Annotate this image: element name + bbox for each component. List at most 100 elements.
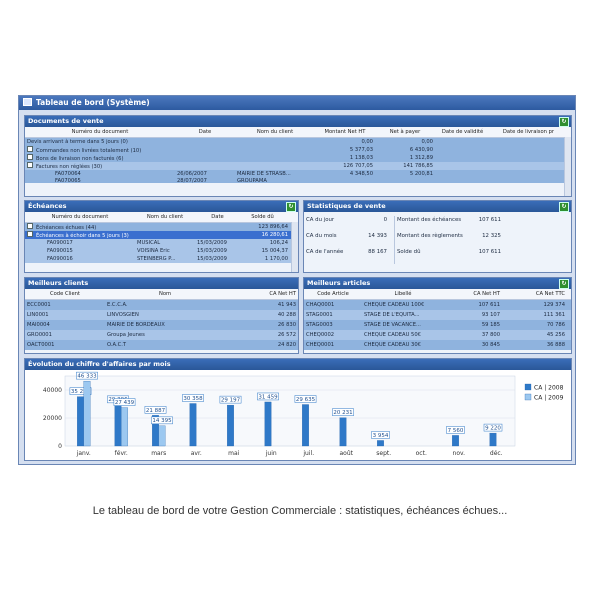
- col-header[interactable]: Date: [198, 129, 212, 135]
- x-tick-label: janv.: [76, 450, 91, 457]
- scrollbar[interactable]: [291, 222, 298, 272]
- cell-lib: CHEQUE CADEAU 30€: [364, 342, 421, 348]
- bar-2008: [114, 404, 122, 447]
- bar-2008: [489, 432, 497, 447]
- cell-ca: 40 288: [277, 312, 296, 318]
- col-header[interactable]: Numéro du document: [71, 129, 129, 135]
- stat-item: Montant des échéances 107 611: [395, 216, 505, 232]
- col-header[interactable]: Code Article: [317, 291, 349, 297]
- cell-net: 141 786,85: [403, 163, 433, 169]
- cell-name: LINVOSGIEN: [107, 312, 139, 318]
- bar-2008: [227, 404, 234, 447]
- stat-value: 14 393: [368, 233, 387, 239]
- cell-ht: 0,00: [361, 139, 373, 145]
- legend-swatch: [524, 383, 532, 391]
- cell-num: FA070064: [55, 171, 81, 177]
- refresh-icon[interactable]: ↻: [559, 117, 569, 127]
- col-header[interactable]: CA Net HT: [269, 291, 296, 297]
- refresh-icon[interactable]: ↻: [559, 279, 569, 289]
- table-row[interactable]: MAI0004 MAIRIE DE BORDEAUX 26 830: [25, 320, 298, 330]
- table-row[interactable]: GRO0001 Groupa Jeunes 26 572: [25, 330, 298, 340]
- legend-swatch: [524, 393, 532, 401]
- expand-icon[interactable]: [27, 146, 33, 152]
- collapse-icon[interactable]: [27, 162, 33, 168]
- data-label-box: [294, 395, 317, 403]
- documents-title: Documents de vente: [28, 117, 104, 125]
- x-tick-label: mars: [151, 450, 166, 457]
- cell-code: OACT0001: [27, 342, 55, 348]
- table-row[interactable]: Bons de livraison non facturés (6) 1 138…: [25, 154, 571, 162]
- refresh-icon[interactable]: ↻: [559, 202, 569, 212]
- table-row[interactable]: OACT0001 O.A.C.T 24 820: [25, 340, 298, 350]
- col-header[interactable]: Numéro du document: [51, 214, 109, 220]
- table-row[interactable]: LIN0001 LINVOSGIEN 40 288: [25, 310, 298, 320]
- y-tick-label: 40000: [43, 387, 62, 394]
- cell-ca: 26 572: [277, 332, 296, 338]
- stat-value: 0: [383, 217, 387, 223]
- cell-ttc: 70 786: [546, 322, 565, 328]
- data-label: 29 635: [296, 397, 316, 403]
- stats-panel: Statistiques de vente ↻ CA du jour 0 CA d…: [303, 200, 572, 273]
- data-label-box: [76, 371, 98, 380]
- table-row[interactable]: FA070064 26/06/2007 MAIRIE DE STRASB... …: [25, 170, 571, 178]
- table-row[interactable]: CHEQ0002 CHEQUE CADEAU 50€ 37 800 45 256: [304, 330, 571, 340]
- table-row[interactable]: Devis arrivant à terme dans 5 jours (0) …: [25, 138, 571, 146]
- echeances-title: Échéances: [28, 202, 67, 210]
- bar-2008: [452, 435, 459, 447]
- col-header[interactable]: Solde dû: [251, 214, 274, 220]
- cell-code: CHAQ0001: [306, 302, 335, 308]
- x-tick-label: déc.: [490, 450, 503, 457]
- col-header[interactable]: Montant Net HT: [324, 129, 366, 135]
- expand-icon[interactable]: [27, 223, 33, 229]
- col-header[interactable]: CA Net HT: [473, 291, 500, 297]
- table-row[interactable]: Échéances échues (44) 123 896,64: [25, 223, 298, 231]
- articles-header: Meilleurs articles ↻: [304, 278, 571, 289]
- table-row[interactable]: FA070065 28/07/2007 GROUPAMA: [25, 178, 571, 183]
- col-header[interactable]: Nom: [158, 291, 172, 297]
- cell-name: Groupa Jeunes: [107, 332, 145, 338]
- cell-client: STEINBERG P...: [137, 256, 176, 262]
- table-row[interactable]: FA090016 STEINBERG P... 15/03/2009 1 170…: [25, 255, 298, 263]
- col-header[interactable]: Date de livraison pr: [502, 129, 555, 135]
- collapse-icon[interactable]: [27, 231, 33, 237]
- stats-body: CA du jour 0 CA du mois 14 393 CA de l'ann…: [304, 212, 571, 264]
- data-label: 29 197: [221, 398, 241, 404]
- col-header[interactable]: Date: [211, 214, 224, 220]
- col-header[interactable]: Libellé: [394, 291, 412, 297]
- bar-2009: [121, 407, 128, 447]
- chart-title: Évolution du chiffre d'affaires par mois: [28, 360, 171, 368]
- scrollbar[interactable]: [564, 137, 571, 196]
- cell-code: MAI0004: [27, 322, 50, 328]
- table-row[interactable]: CHEQ0001 CHEQUE CADEAU 30€ 30 845 36 888: [304, 340, 571, 350]
- col-header[interactable]: Net à payer: [389, 129, 421, 135]
- stat-item: Solde dû 107 611: [395, 248, 505, 264]
- table-row[interactable]: CHAQ0001 CHEQUE CADEAU 100€ 107 611 129 374: [304, 300, 571, 310]
- col-header[interactable]: Nom du client: [146, 214, 184, 220]
- col-header[interactable]: Nom du client: [256, 129, 294, 135]
- x-tick-label: avr.: [191, 450, 202, 457]
- table-row[interactable]: STAG0003 STAGE DE VACANCE... 59 185 70 786: [304, 320, 571, 330]
- col-header[interactable]: CA Net TTC: [535, 291, 565, 297]
- data-label: 30 358: [183, 396, 203, 402]
- table-row[interactable]: STAG0001 STAGE DE L'EQUITA... 93 107 111 36…: [304, 310, 571, 320]
- table-row[interactable]: Commandes non livrées totalement (10) 5 …: [25, 146, 571, 154]
- table-row[interactable]: ECC0001 E.C.C.A. 41 943: [25, 300, 298, 310]
- cell-num: FA070065: [55, 178, 81, 183]
- cell-date: 15/03/2009: [197, 256, 227, 262]
- row-label: Devis arrivant à terme dans 5 jours (0): [27, 139, 128, 145]
- table-row[interactable]: FA090015 VOISINA Eric 15/03/2009 15 004,…: [25, 247, 298, 255]
- table-row[interactable]: FA090017 MUSICAL 15/03/2009 106,24: [25, 239, 298, 247]
- cell-ht: 107 611: [478, 302, 500, 308]
- clients-title: Meilleurs clients: [28, 279, 89, 287]
- cell-client: MUSICAL: [137, 240, 161, 246]
- stat-label: CA du mois: [306, 233, 337, 239]
- expand-icon[interactable]: [27, 154, 33, 160]
- stats-title: Statistiques de vente: [307, 202, 386, 210]
- refresh-icon[interactable]: ↻: [286, 202, 296, 212]
- data-label-box: [257, 392, 279, 401]
- clients-header: Meilleurs clients: [25, 278, 298, 289]
- col-header[interactable]: Code Client: [50, 291, 80, 297]
- table-row[interactable]: Factures non réglées (30) 126 707,05 141…: [25, 162, 571, 170]
- table-row-selected[interactable]: Échéances à échoir dans 5 jours (3) 16 2…: [25, 231, 298, 239]
- col-header[interactable]: Date de validité: [441, 129, 484, 135]
